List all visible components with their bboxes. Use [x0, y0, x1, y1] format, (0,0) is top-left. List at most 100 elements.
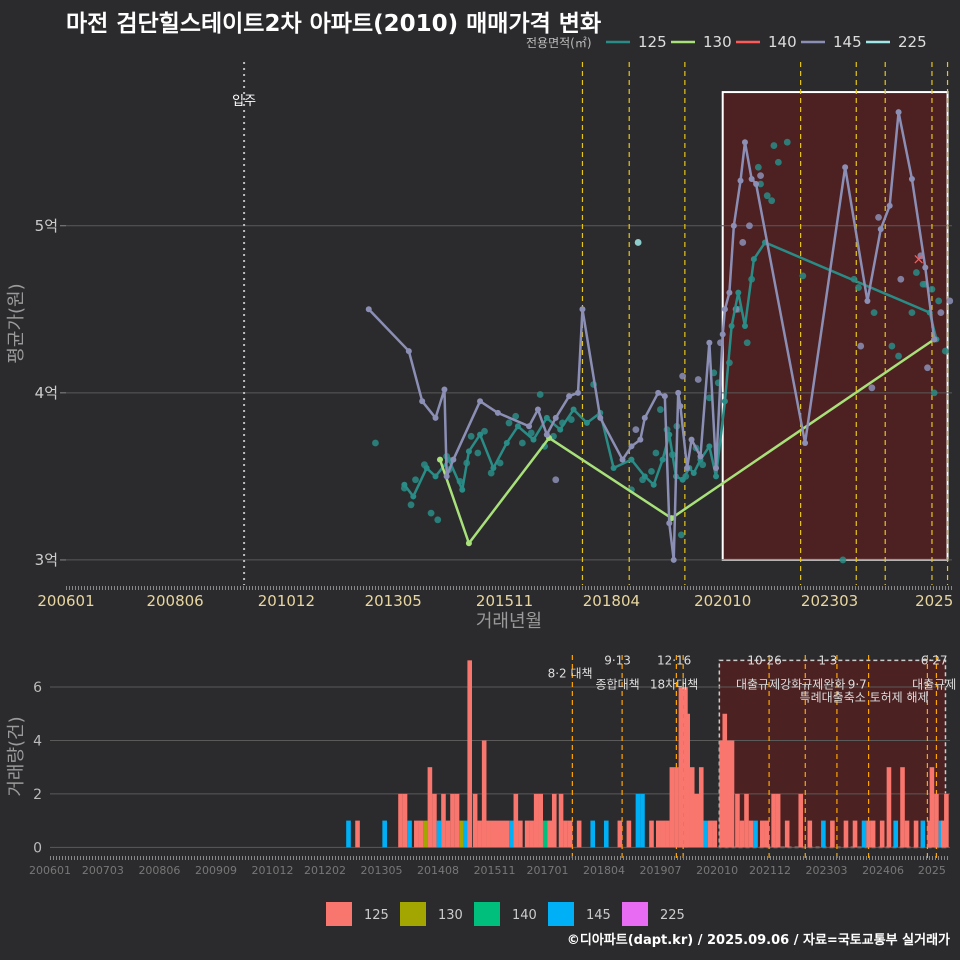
volume-bar [722, 713, 728, 848]
event-label: 종합대책 [596, 676, 640, 691]
event-label: 대출규제강화 [736, 677, 802, 691]
scatter-point [467, 432, 475, 440]
volume-bar [547, 820, 553, 848]
volume-legend-key-145 [548, 902, 574, 926]
volume-bar [524, 820, 530, 848]
line-point-145 [566, 393, 573, 400]
volume-bar [486, 820, 491, 848]
volume-bar [617, 820, 623, 848]
line-point-145 [666, 520, 673, 527]
scatter-point [481, 427, 488, 435]
line-point-125 [490, 465, 497, 472]
scatter-point [434, 516, 442, 524]
line-point-145 [753, 180, 760, 187]
line-point-145 [419, 398, 426, 405]
scatter-point [946, 297, 954, 305]
line-point-145 [628, 443, 635, 450]
volume-bar [861, 820, 867, 848]
scatter-point [855, 284, 862, 291]
scatter-point [839, 556, 847, 564]
volume-tick-label-x: 202303 [806, 864, 848, 877]
volume-bar [495, 820, 501, 848]
volume-bar [870, 820, 876, 848]
line-point-125 [666, 431, 673, 438]
volume-bar [698, 767, 704, 848]
line-point-145 [575, 389, 582, 396]
scatter-point [648, 467, 655, 475]
line-point-145 [597, 414, 604, 421]
line-point-125 [432, 473, 439, 480]
volume-bar [753, 820, 758, 848]
event-label: 8·2 대책 [548, 666, 593, 681]
scatter-point [505, 419, 513, 427]
scatter-point [763, 192, 771, 200]
scatter-point [930, 389, 938, 397]
legend-label-225: 225 [898, 33, 927, 51]
volume-bar [450, 793, 455, 848]
volume-bar [467, 660, 472, 848]
move-in-label: 입주 [232, 94, 256, 109]
event-label: 10·26 [747, 653, 781, 667]
line-point-125 [641, 473, 648, 480]
scatter-point [897, 275, 905, 283]
legend-label-145: 145 [833, 33, 862, 51]
scatter-point [941, 347, 949, 355]
line-point-145 [688, 436, 695, 443]
scatter-point [512, 412, 520, 420]
volume-bar [551, 793, 557, 848]
scatter-point [895, 352, 902, 360]
scatter-point [757, 180, 764, 188]
tick-label-x: 201012 [258, 592, 315, 610]
legend-label-140: 140 [768, 33, 797, 51]
volume-tick-label-x: 201012 [252, 864, 294, 877]
scatter-point [919, 280, 927, 288]
highlight-region [721, 91, 949, 561]
volume-bar [798, 793, 804, 848]
volume-tick-label-y: 2 [33, 787, 42, 803]
scatter-point [746, 222, 753, 230]
scatter-point [487, 469, 495, 477]
event-label: 1·3 [818, 653, 837, 667]
volume-bar [660, 820, 666, 848]
volume-bar [603, 820, 609, 848]
line-point-145 [534, 406, 541, 413]
line-point-145 [432, 414, 439, 421]
tick-label-x: 2025 [915, 592, 953, 610]
event-label: 9·7 [848, 677, 867, 691]
scatter-point [412, 476, 419, 484]
volume-bar [694, 793, 700, 848]
volume-bar [481, 740, 487, 848]
scatter-point [912, 269, 920, 276]
volume-bar [843, 820, 849, 848]
line-point-145 [641, 414, 648, 421]
scatter-point [768, 197, 776, 205]
line-point-145 [450, 456, 457, 463]
line-point-125 [721, 398, 728, 405]
tick-label-x: 201305 [365, 592, 422, 610]
volume-bar [703, 820, 709, 848]
volume-bar [674, 767, 679, 848]
scatter-point [407, 501, 415, 509]
line-point-145 [670, 556, 677, 563]
volume-bar [355, 820, 360, 848]
event-label: 12·16 [657, 653, 691, 667]
y-axis-title: 평균가(원) [6, 283, 27, 363]
line-point-145 [719, 331, 726, 338]
volume-bar [775, 793, 781, 848]
scatter-point [552, 476, 560, 484]
volume-bar [436, 820, 442, 848]
volume-bar [542, 820, 548, 848]
line-point-125 [713, 473, 720, 480]
volume-legend-label-130: 130 [438, 908, 463, 923]
volume-bar [533, 793, 539, 848]
scatter-point [677, 531, 685, 539]
line-point-145 [443, 473, 450, 480]
line-point-125 [610, 465, 617, 472]
scatter-point [888, 342, 896, 350]
volume-y-axis-title: 거래량(건) [6, 716, 27, 796]
marker-x: × [912, 250, 925, 268]
scatter-point [935, 297, 943, 305]
line-point-145 [802, 439, 809, 446]
volume-tick-label-x: 200703 [82, 864, 124, 877]
volume-bar [418, 820, 424, 848]
